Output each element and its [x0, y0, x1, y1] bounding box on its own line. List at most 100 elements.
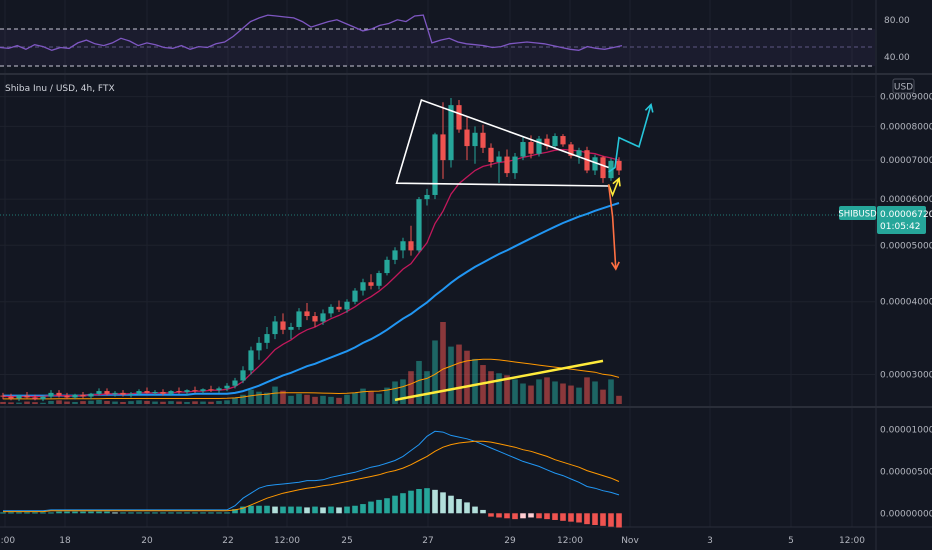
- macd-histogram-bar: [144, 512, 150, 514]
- macd-histogram-bar: [184, 512, 190, 514]
- candle-body: [88, 393, 94, 397]
- volume-bar: [616, 395, 622, 404]
- time-tick-label: 2:00: [0, 536, 15, 546]
- macd-histogram-bar: [608, 513, 614, 527]
- projection-arrows[interactable]: [607, 102, 654, 271]
- rsi-pane[interactable]: [0, 14, 875, 67]
- bearish-arrow-path: [607, 184, 617, 270]
- macd-signal-line: [3, 440, 620, 513]
- volume-bar: [544, 377, 550, 404]
- macd-histogram-bar: [432, 489, 438, 514]
- candle-body: [368, 282, 374, 286]
- currency-badge[interactable]: USD: [892, 78, 915, 94]
- volume-bar: [80, 401, 86, 404]
- macd-histogram-bar: [104, 511, 110, 514]
- macd-histogram-bar: [424, 488, 430, 514]
- candle-body: [360, 282, 366, 291]
- macd-histogram-bar: [232, 509, 238, 514]
- volume-bar: [296, 393, 302, 404]
- candle-body: [496, 156, 502, 162]
- candle-body: [208, 389, 214, 391]
- macd-histogram-bar: [0, 512, 6, 514]
- candle-body: [520, 142, 526, 157]
- volume-bar: [184, 401, 190, 404]
- volume-bar: [528, 385, 534, 404]
- volume-bar: [152, 401, 158, 404]
- candle-body: [184, 390, 190, 392]
- bearish-arrow-head: [610, 261, 620, 271]
- macd-histogram-bar: [24, 512, 30, 514]
- time-tick-label: 29: [504, 536, 516, 546]
- triangle-pattern[interactable]: [395, 98, 609, 187]
- candle-body: [424, 194, 430, 200]
- volume-bar: [336, 397, 342, 404]
- macd-histogram-bar: [304, 507, 310, 514]
- volume-bar: [416, 360, 422, 404]
- currency-badge-box: [892, 78, 915, 94]
- macd-histogram-bar: [488, 513, 494, 517]
- candle-body: [192, 390, 198, 392]
- volume-bar: [224, 400, 230, 404]
- volume-bar: [560, 383, 566, 404]
- volume-bar: [600, 389, 606, 404]
- macd-histogram-bar: [464, 502, 470, 514]
- grid-lines: [0, 0, 875, 527]
- chart-title: Shiba Inu / USD, 4h, FTX: [5, 84, 115, 94]
- price-tick-label: 0.00007000: [880, 156, 932, 166]
- volume-bar: [128, 401, 134, 404]
- price-axis[interactable]: 80.00 40.00 0.00009000 0.00008000 0.0000700…: [838, 16, 932, 520]
- volume-bar: [488, 371, 494, 404]
- macd-pane[interactable]: [0, 430, 622, 528]
- volume-bar: [584, 377, 590, 404]
- macd-histogram-bar: [256, 505, 262, 514]
- volume-bar: [432, 340, 438, 404]
- candle-body: [312, 316, 318, 322]
- candle-body: [288, 326, 294, 330]
- candle-body: [216, 388, 222, 391]
- macd-histogram-bar: [408, 490, 414, 514]
- volume-bar: [288, 395, 294, 404]
- time-axis[interactable]: 2:00 18 20 22 12:00 25 27 29 12:00 Nov 3 5 12:00: [0, 536, 865, 546]
- volume-bar: [272, 386, 278, 404]
- volume-bar: [248, 389, 254, 404]
- macd-histogram-bar: [8, 512, 14, 514]
- volume-bar: [512, 379, 518, 404]
- macd-histogram-bar: [192, 512, 198, 514]
- macd-tick-label: 0.00001000: [880, 426, 932, 436]
- volume-bar: [200, 401, 206, 404]
- volume-bar: [0, 401, 6, 404]
- time-tick-label: 5: [788, 536, 794, 546]
- time-tick-label: Nov: [621, 536, 639, 546]
- volume-bar: [136, 400, 142, 404]
- moving-average-blue: [3, 202, 620, 397]
- candle-body: [104, 391, 110, 394]
- candle-body: [8, 396, 14, 399]
- rsi-band: [0, 29, 875, 66]
- candle-body: [576, 150, 582, 156]
- symbol-badge-label: SHIBUSD: [838, 210, 877, 220]
- candle-body: [328, 306, 334, 314]
- volume-bar: [376, 393, 382, 404]
- volume-bar: [176, 401, 182, 404]
- price-pane[interactable]: Shiba Inu / USD, 4h, FTX: [0, 84, 875, 404]
- bounce-arrow-path: [607, 178, 620, 198]
- macd-histogram-bar: [88, 511, 94, 514]
- macd-histogram-bar: [240, 506, 246, 514]
- time-tick-label: 12:00: [274, 536, 300, 546]
- macd-histogram-bar: [176, 512, 182, 514]
- macd-tick-label: 0.00000500: [880, 467, 932, 477]
- candle-body: [320, 313, 326, 322]
- volume-bar: [408, 371, 414, 404]
- macd-histogram-bar: [272, 506, 278, 514]
- candle-body: [264, 334, 270, 343]
- volume-bar: [24, 401, 30, 404]
- macd-histogram-bar: [576, 513, 582, 523]
- macd-histogram-bar: [280, 506, 286, 514]
- candle-body: [384, 259, 390, 274]
- volume-bar: [424, 371, 430, 404]
- volume-bar: [568, 385, 574, 404]
- macd-histogram: [0, 488, 622, 528]
- volume-bar: [576, 387, 582, 404]
- macd-line: [3, 430, 620, 512]
